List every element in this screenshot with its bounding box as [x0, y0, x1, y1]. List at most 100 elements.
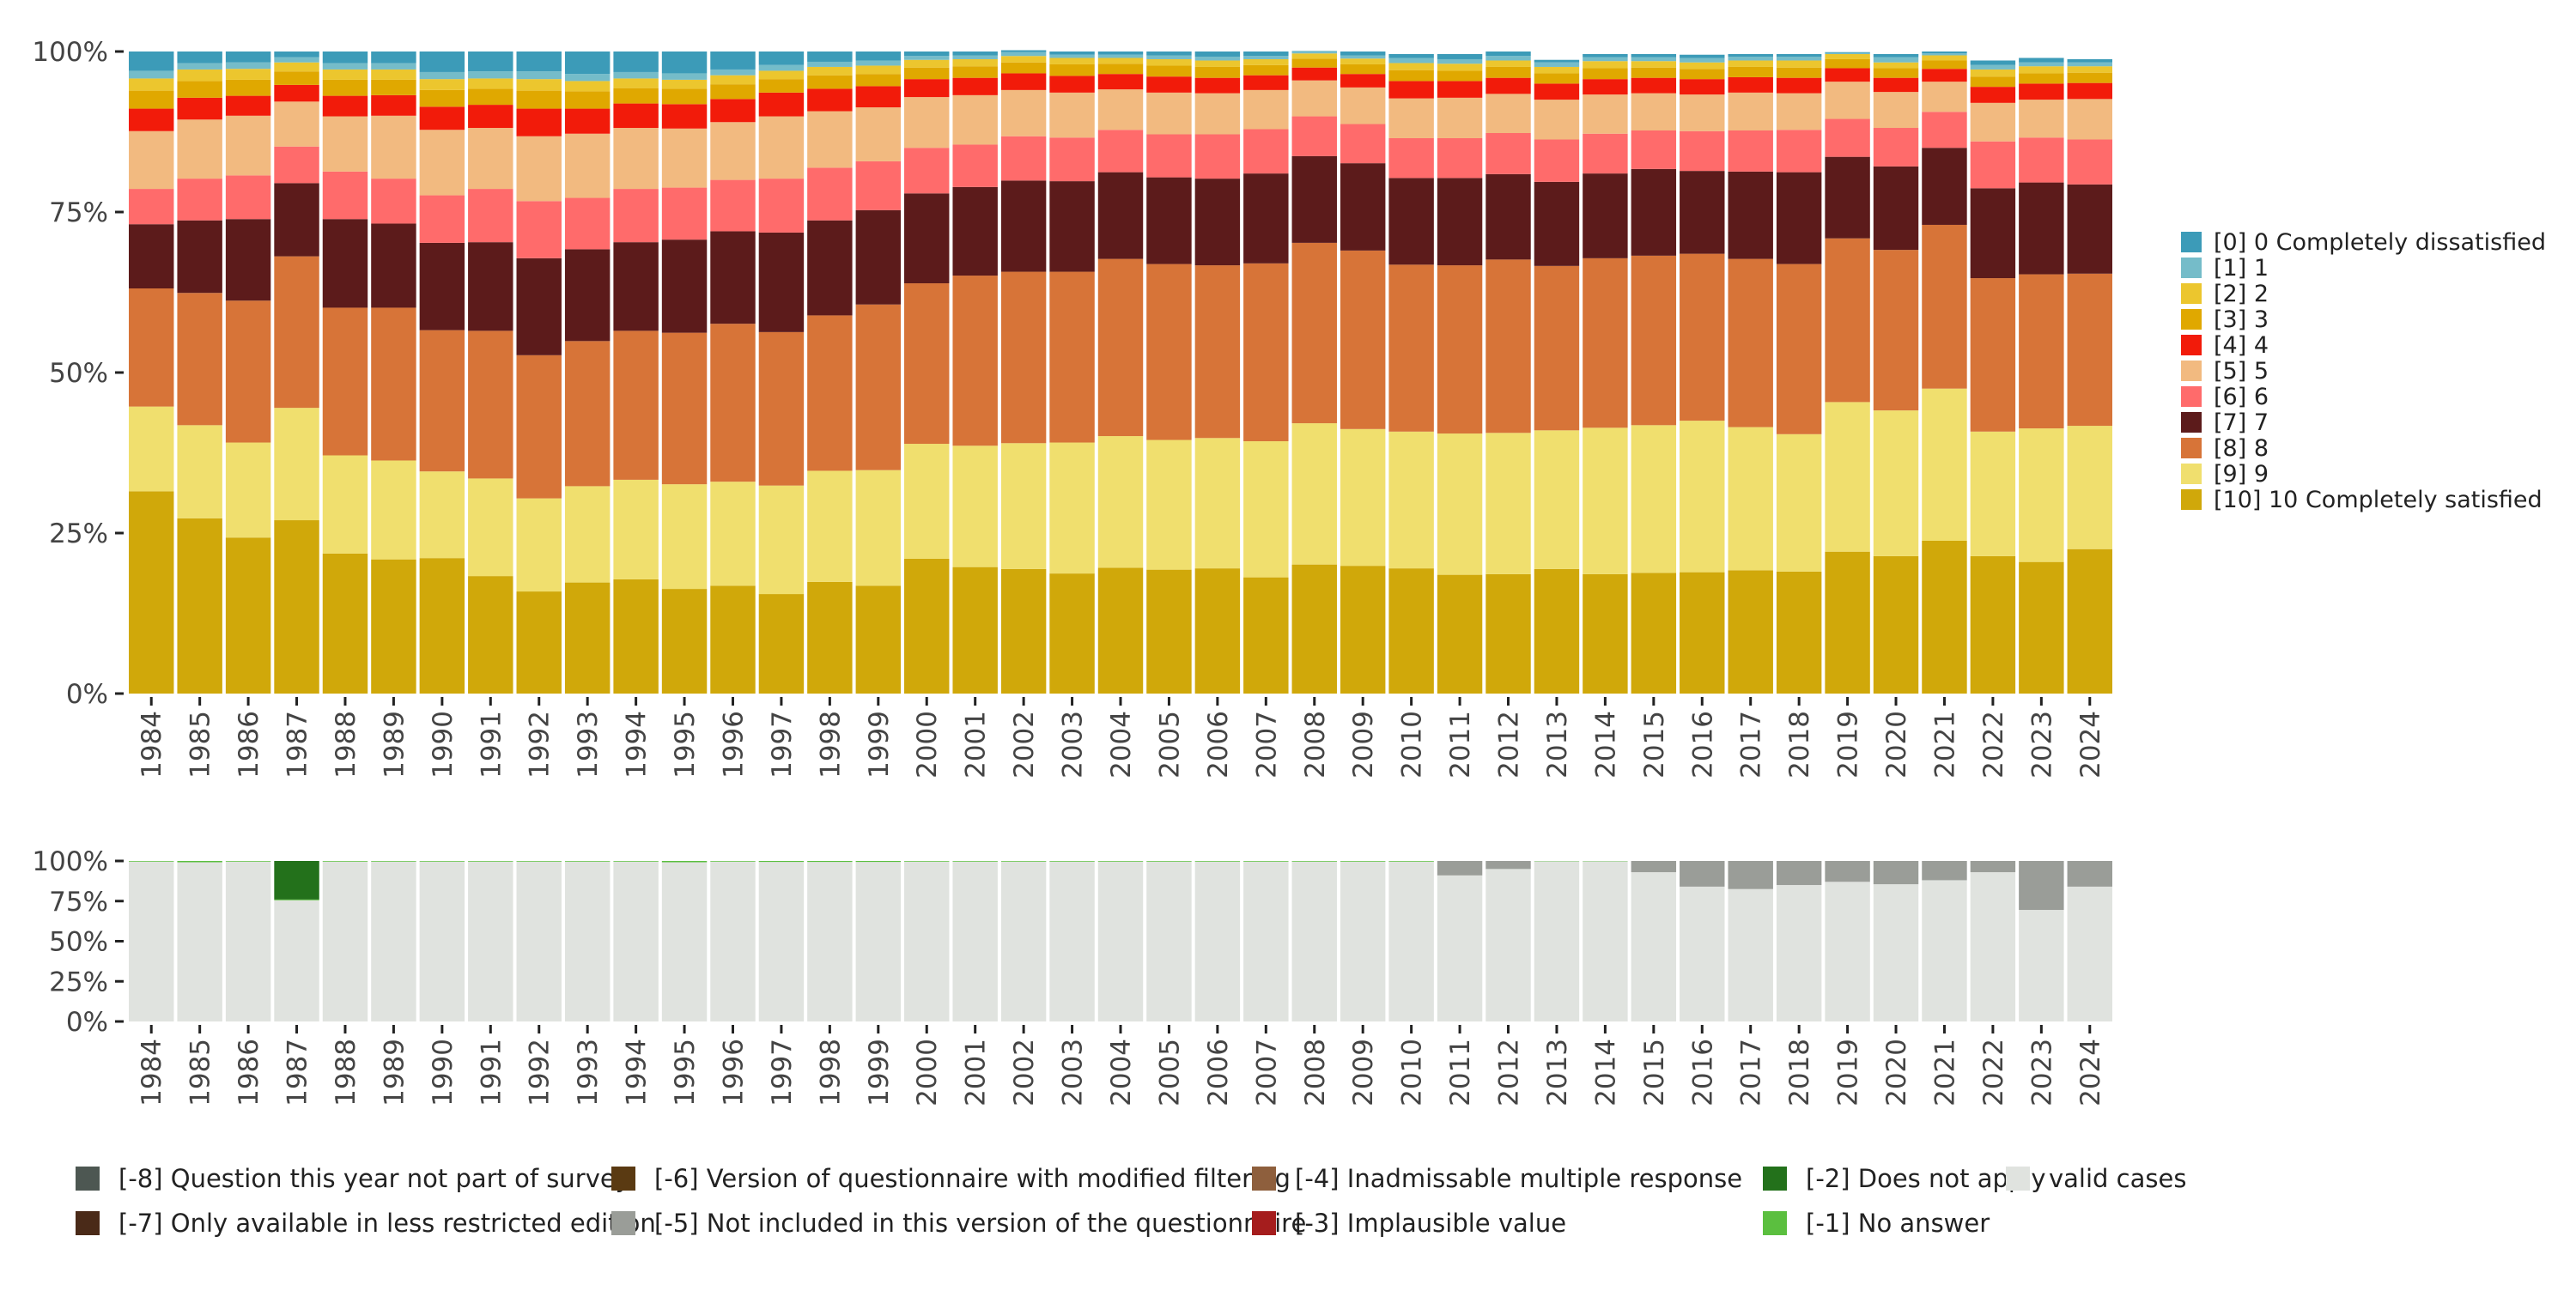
bar-segment-1986-s3 — [226, 219, 270, 300]
bar-segment-2000-s5 — [904, 97, 949, 148]
bar-segment-1995-s7 — [662, 88, 707, 104]
x-tick-label: 1988 — [331, 1039, 361, 1106]
x-tick-label: 2021 — [1929, 711, 1960, 779]
bar-segment-2012-s0 — [1485, 869, 1530, 1021]
bar-segment-2007-s10 — [1243, 52, 1288, 56]
bar-segment-2015-s2 — [1631, 256, 1676, 425]
bar-segment-2005-s3 — [1146, 178, 1191, 264]
x-tick-label: 2013 — [1542, 711, 1573, 779]
bar-segment-2018-s3 — [1777, 173, 1821, 264]
bar-segment-1990-s2 — [420, 330, 465, 472]
bar-segment-2019-s0 — [1825, 882, 1869, 1021]
x-tick-label: 2009 — [1348, 1039, 1379, 1106]
x-tick-label: 2006 — [1203, 711, 1234, 779]
bar-segment-2015-s6 — [1631, 78, 1676, 94]
legend-swatch-3 — [1252, 1211, 1276, 1235]
bar-segment-1989-s2 — [371, 307, 416, 460]
x-tick-label: 1984 — [137, 1039, 167, 1106]
bar-segment-1992-s1 — [517, 499, 562, 591]
bar-segment-2021-s1 — [1922, 389, 1966, 541]
bar-segment-1984-s6 — [129, 109, 173, 131]
bar-segment-2022-s5 — [1971, 103, 2015, 142]
bar-segment-1994-s0 — [613, 862, 658, 1021]
bar-segment-2017-s7 — [1728, 67, 1772, 77]
x-tick-label: 1987 — [283, 711, 313, 779]
bar-segment-1984-s0 — [129, 862, 173, 1021]
bar-segment-2002-s3 — [1001, 180, 1046, 271]
bar-segment-2017-s10 — [1728, 54, 1772, 57]
legend-label: [-5] Not included in this version of the… — [654, 1209, 1306, 1238]
bar-segment-2011-s6 — [1437, 81, 1482, 97]
bar-segment-1988-s6 — [323, 96, 368, 117]
bar-segment-1997-s7 — [759, 79, 804, 93]
bar-segment-1984-s1 — [129, 407, 173, 492]
x-tick-label: 2004 — [1106, 1039, 1137, 1106]
legend-label: valid cases — [2049, 1164, 2186, 1193]
x-tick-label: 1999 — [864, 1039, 895, 1106]
bar-segment-2010-s2 — [1388, 264, 1433, 431]
bar-segment-1993-s1 — [565, 861, 610, 862]
x-tick-label: 2017 — [1736, 711, 1767, 779]
bar-segment-2001-s2 — [952, 276, 997, 445]
bar-segment-2020-s7 — [1874, 68, 1918, 77]
bar-segment-2009-s0 — [1340, 862, 1385, 1021]
bar-segment-2014-s10 — [1583, 54, 1627, 58]
bar-segment-2003-s6 — [1049, 76, 1094, 92]
x-tick-label: 2004 — [1106, 711, 1137, 779]
bar-segment-1999-s0 — [856, 585, 901, 694]
bar-segment-1987-s5 — [274, 101, 319, 146]
bar-segment-2001-s0 — [952, 567, 997, 694]
bar-segment-2004-s3 — [1098, 173, 1143, 259]
bar-segment-1994-s3 — [613, 242, 658, 330]
bar-segment-2017-s6 — [1728, 77, 1772, 93]
bar-segment-2017-s5 — [1728, 93, 1772, 130]
x-tick-label: 1995 — [670, 711, 701, 779]
bar-segment-2007-s1 — [1243, 861, 1288, 862]
bar-segment-2003-s2 — [1049, 272, 1094, 443]
bar-segment-1985-s1 — [177, 861, 222, 863]
bar-segment-2010-s10 — [1388, 54, 1433, 58]
bar-segment-2000-s1 — [904, 444, 949, 559]
bar-segment-1992-s6 — [517, 109, 562, 136]
bar-segment-2022-s0 — [1971, 556, 2015, 694]
bar-segment-2013-s1 — [1534, 430, 1579, 569]
bar-segment-2020-s4 — [1874, 128, 1918, 167]
bar-segment-1984-s8 — [129, 78, 173, 90]
x-tick-label: 2005 — [1154, 1039, 1185, 1106]
bar-segment-2007-s9 — [1243, 56, 1288, 59]
bar-segment-2001-s5 — [952, 95, 997, 145]
bar-segment-2007-s8 — [1243, 59, 1288, 65]
bar-segment-1997-s4 — [759, 179, 804, 233]
legend-label: [10] 10 Completely satisfied — [2214, 487, 2543, 513]
bar-segment-1996-s8 — [710, 76, 755, 84]
x-tick-label: 2016 — [1687, 1039, 1718, 1106]
bar-segment-2000-s7 — [904, 68, 949, 79]
bar-segment-1986-s4 — [226, 175, 270, 219]
bar-segment-2016-s0 — [1680, 887, 1724, 1021]
bar-segment-1994-s4 — [613, 189, 658, 242]
bar-segment-1985-s8 — [177, 70, 222, 81]
bar-segment-2006-s7 — [1195, 67, 1240, 78]
bar-segment-2015-s0 — [1631, 872, 1676, 1021]
bar-segment-2004-s1 — [1098, 436, 1143, 567]
bar-segment-2010-s6 — [1388, 81, 1433, 98]
bar-segment-1992-s1 — [517, 861, 562, 862]
bar-segment-2015-s1 — [1631, 425, 1676, 573]
bar-segment-1995-s10 — [662, 52, 707, 73]
bar-segment-1998-s7 — [807, 76, 852, 89]
x-tick-label: 1994 — [622, 1039, 653, 1106]
bar-segment-2017-s0 — [1728, 889, 1772, 1021]
bar-segment-2019-s5 — [1825, 82, 1869, 118]
bar-segment-2023-s2 — [2019, 275, 2063, 429]
bar-segment-2016-s10 — [1680, 55, 1724, 58]
bar-segment-2001-s4 — [952, 144, 997, 186]
bar-segment-2015-s5 — [1631, 861, 1676, 872]
bar-segment-1994-s6 — [613, 104, 658, 128]
bar-segment-2015-s9 — [1631, 58, 1676, 61]
bar-segment-1998-s4 — [807, 167, 852, 220]
bar-segment-1998-s1 — [807, 470, 852, 581]
bar-segment-2019-s7 — [1825, 59, 1869, 68]
bar-segment-1993-s3 — [565, 249, 610, 341]
bar-segment-2022-s5 — [1971, 861, 2015, 872]
bar-segment-2019-s10 — [1825, 52, 1869, 53]
